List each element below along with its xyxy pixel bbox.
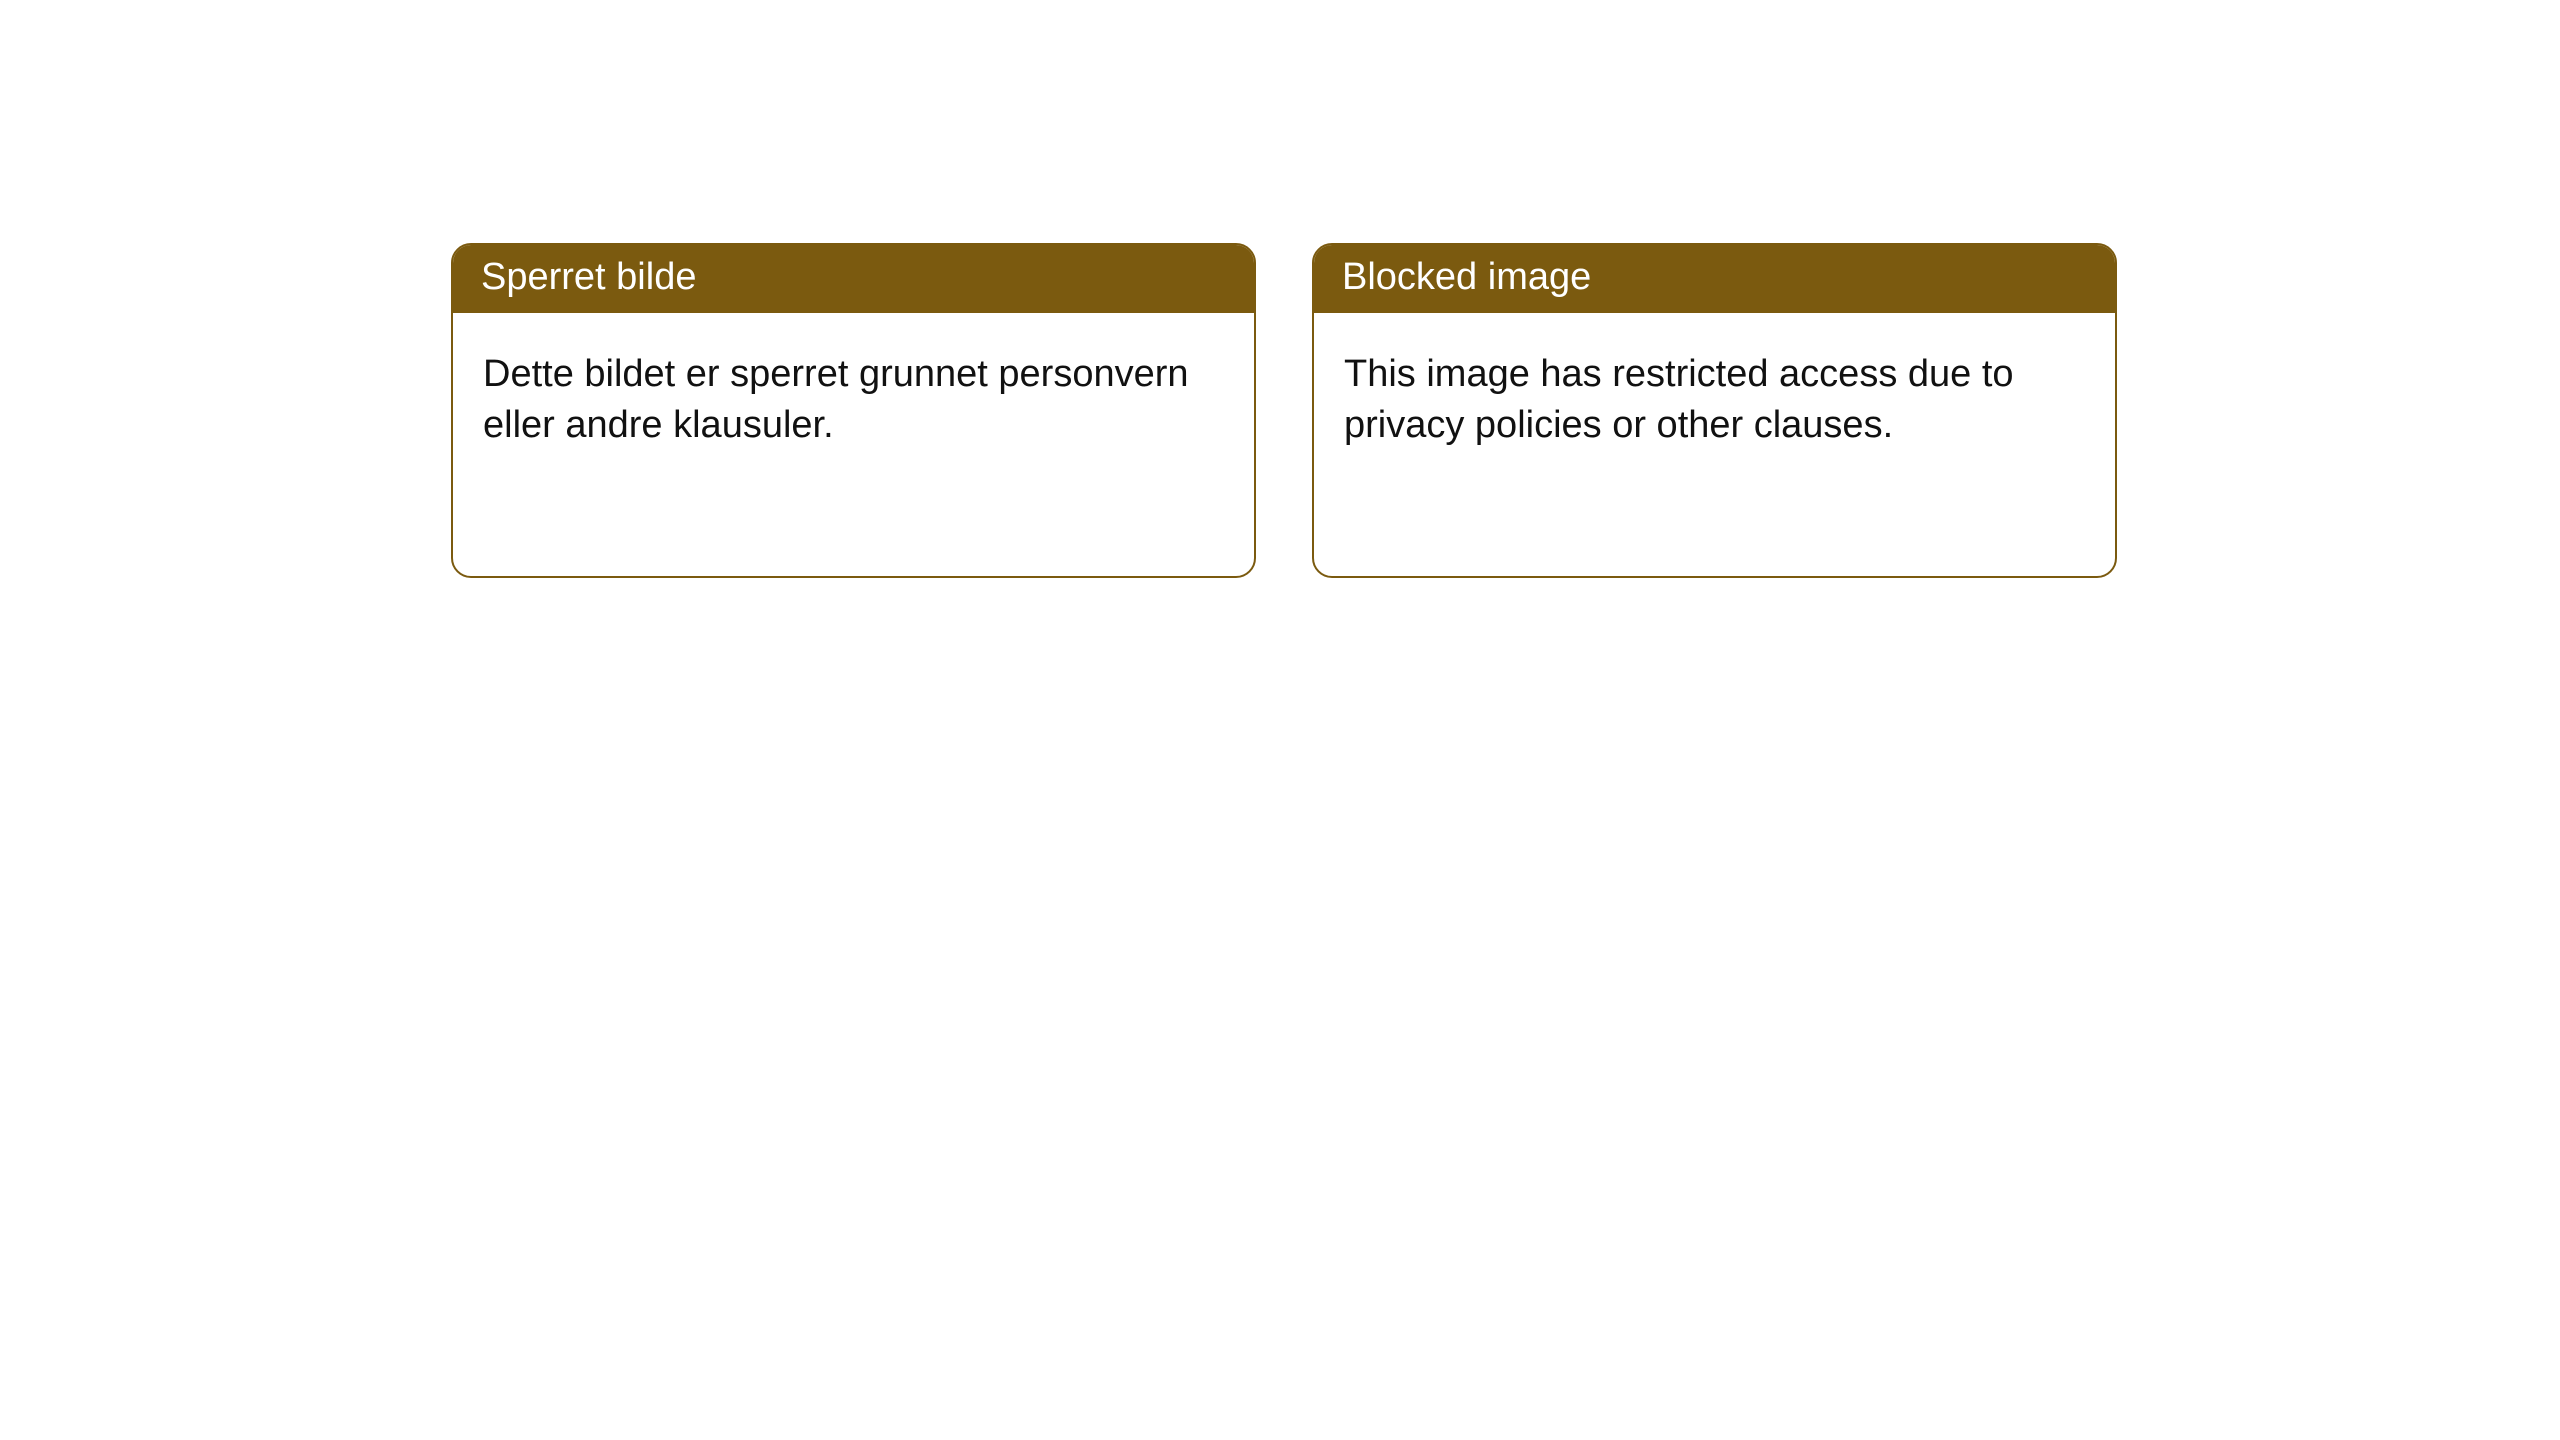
card-title: Blocked image <box>1314 245 2115 313</box>
card-body: Dette bildet er sperret grunnet personve… <box>453 313 1254 488</box>
blocked-image-card-no: Sperret bilde Dette bildet er sperret gr… <box>451 243 1256 578</box>
card-body: This image has restricted access due to … <box>1314 313 2115 488</box>
blocked-image-card-en: Blocked image This image has restricted … <box>1312 243 2117 578</box>
cards-container: Sperret bilde Dette bildet er sperret gr… <box>451 243 2117 578</box>
card-title: Sperret bilde <box>453 245 1254 313</box>
